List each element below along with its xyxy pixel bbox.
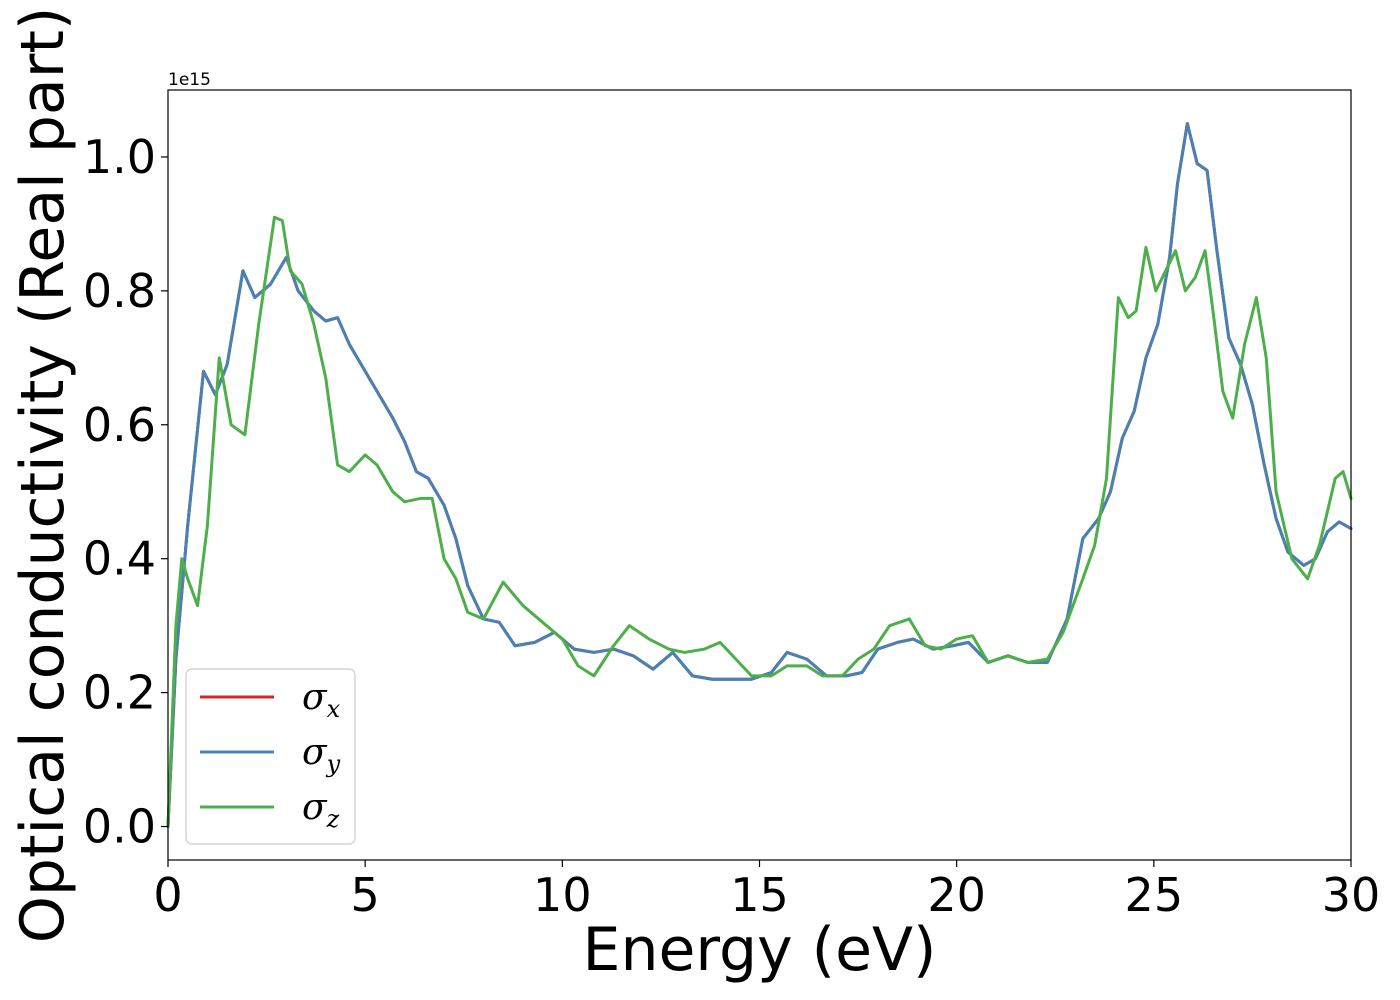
x-tick-label: 20 bbox=[927, 868, 986, 922]
y-axis-ticks: 0.0 0.2 0.4 0.6 0.8 1.0 bbox=[83, 130, 168, 854]
legend-box bbox=[185, 668, 356, 845]
plot-lines bbox=[166, 121, 1353, 829]
x-tick-label: 15 bbox=[730, 868, 789, 922]
y-tick-label: 0.6 bbox=[83, 398, 156, 452]
x-tick-label: 10 bbox=[533, 868, 592, 922]
x-axis-ticks: 0 5 10 15 20 25 30 bbox=[153, 860, 1380, 922]
y-axis-title: Optical conductivity (Real part) bbox=[8, 7, 78, 944]
x-tick-label: 5 bbox=[351, 868, 380, 922]
y-offset-label: 1e15 bbox=[168, 70, 211, 90]
series-line-y bbox=[166, 121, 1353, 829]
x-axis-title: Energy (eV) bbox=[583, 915, 937, 985]
y-tick-label: 0.8 bbox=[83, 264, 156, 318]
series-line-z bbox=[166, 215, 1353, 829]
y-tick-label: 0.4 bbox=[83, 532, 156, 586]
x-tick-label: 25 bbox=[1125, 868, 1184, 922]
x-tick-label: 30 bbox=[1322, 868, 1381, 922]
y-tick-label: 1.0 bbox=[83, 130, 156, 184]
y-tick-label: 0.2 bbox=[83, 666, 156, 720]
y-tick-label: 0.0 bbox=[83, 800, 156, 854]
x-tick-label: 0 bbox=[153, 868, 182, 922]
